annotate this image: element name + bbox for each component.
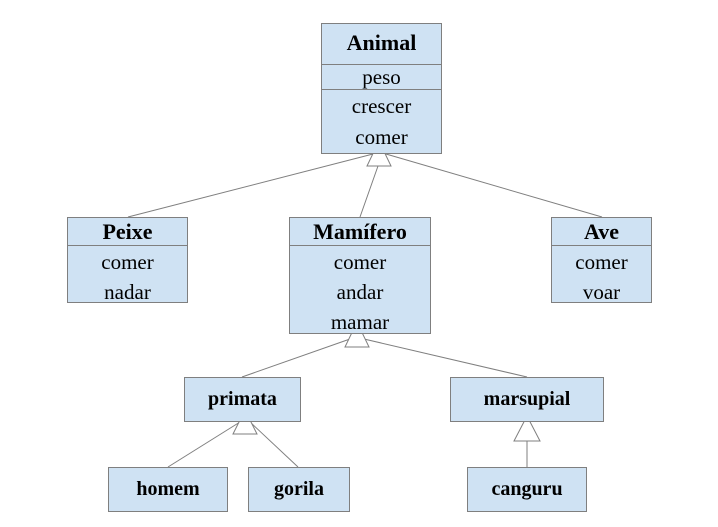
class-ave-name: Ave: [552, 218, 651, 246]
method-crescer: crescer: [351, 94, 412, 118]
edge-marsupial-mamifero: [363, 338, 528, 378]
class-gorila[interactable]: gorila: [248, 467, 350, 512]
method-comer: comer: [101, 250, 154, 274]
edge-mamifero-animal: [359, 165, 379, 218]
class-gorila-name: gorila: [274, 478, 324, 500]
generalization-arrow-mamifero: [344, 320, 370, 348]
generalization-arrow-marsupial: [513, 414, 541, 442]
attribute-peso: peso: [362, 64, 401, 89]
edge-peixe-animal: [127, 153, 374, 218]
class-homem[interactable]: homem: [108, 467, 228, 512]
class-mamifero-methods: comer andar mamar: [290, 246, 430, 337]
method-comer: comer: [575, 250, 628, 274]
class-primata-name: primata: [208, 388, 277, 410]
class-marsupial-name: marsupial: [483, 388, 571, 410]
generalization-arrow-primata: [232, 408, 258, 435]
class-peixe-name: Peixe: [68, 218, 187, 246]
edge-ave-animal: [385, 153, 603, 218]
method-comer: comer: [333, 250, 387, 274]
class-mamifero[interactable]: Mamífero comer andar mamar: [289, 217, 431, 334]
class-animal[interactable]: Animal peso crescer comer: [321, 23, 442, 154]
class-canguru-name: canguru: [491, 478, 563, 500]
edge-primata-mamifero: [241, 338, 351, 378]
class-canguru[interactable]: canguru: [467, 467, 587, 512]
method-nadar: nadar: [104, 280, 151, 304]
class-peixe-methods: comer nadar: [68, 246, 187, 307]
class-animal-attributes: peso: [322, 65, 441, 90]
method-comer: comer: [355, 125, 408, 149]
class-homem-name: homem: [136, 478, 200, 500]
method-andar: andar: [336, 280, 384, 304]
class-primata[interactable]: primata: [184, 377, 301, 422]
class-animal-methods: crescer comer: [322, 90, 441, 153]
edge-gorila-primata: [249, 421, 299, 468]
class-mamifero-name: Mamífero: [290, 218, 430, 246]
edge-homem-primata: [167, 421, 241, 468]
class-ave-methods: comer voar: [552, 246, 651, 307]
method-voar: voar: [582, 280, 621, 304]
class-ave[interactable]: Ave comer voar: [551, 217, 652, 304]
class-marsupial[interactable]: marsupial: [450, 377, 604, 422]
class-peixe[interactable]: Peixe comer nadar: [67, 217, 188, 304]
class-animal-name: Animal: [322, 24, 441, 65]
method-mamar: mamar: [330, 310, 390, 334]
